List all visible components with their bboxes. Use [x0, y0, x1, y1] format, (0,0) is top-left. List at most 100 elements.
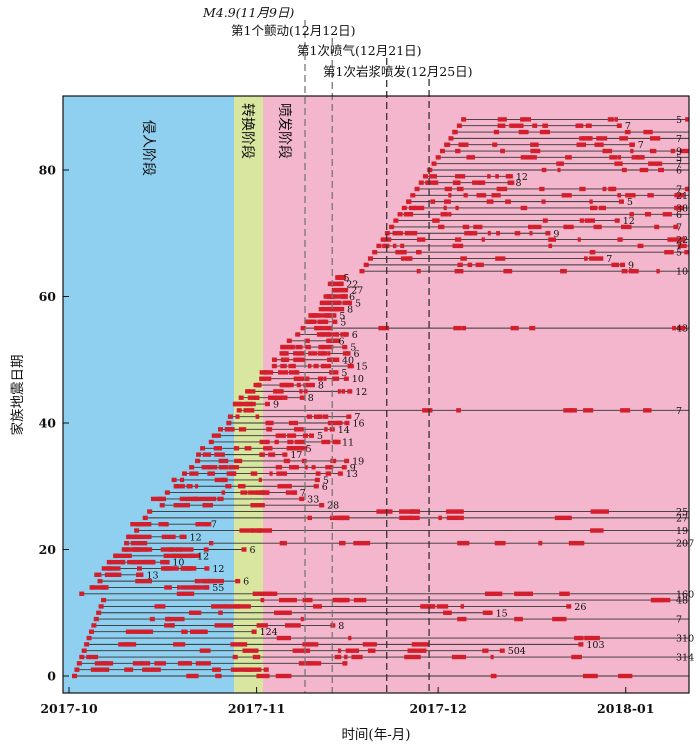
family-count-label: 6	[354, 349, 360, 360]
family-event-block	[182, 471, 188, 476]
family-event-block	[251, 629, 257, 634]
family-event-block	[455, 174, 466, 179]
family-event-block	[331, 313, 337, 318]
family-count-label: 19	[676, 526, 688, 537]
family-count-label: 12	[516, 172, 528, 183]
family-event-block	[621, 167, 627, 173]
family-event-block	[314, 477, 320, 483]
family-event-block	[200, 446, 206, 451]
family-event-block	[649, 148, 657, 154]
family-event-block	[446, 509, 464, 514]
family-event-block	[337, 420, 343, 426]
family-event-block	[679, 148, 689, 154]
family-event-block	[189, 465, 195, 470]
family-count-label: 7	[676, 615, 682, 626]
family-event-block	[560, 269, 567, 274]
family-count-label: 12	[212, 564, 224, 575]
family-event-block	[101, 597, 107, 603]
family-count-label: 7	[300, 488, 306, 499]
family-event-block	[181, 534, 187, 540]
family-event-block	[195, 484, 199, 489]
family-count-label: 15	[356, 362, 368, 373]
family-event-block	[235, 667, 252, 672]
family-event-block	[135, 534, 152, 540]
family-event-block	[94, 661, 109, 666]
family-event-block	[482, 610, 490, 615]
family-event-block	[311, 313, 317, 318]
family-event-block	[617, 237, 623, 242]
family-event-block	[215, 433, 221, 438]
family-event-block	[108, 559, 126, 565]
family-event-block	[647, 193, 654, 198]
family-event-block	[457, 616, 467, 622]
family-event-block	[416, 250, 422, 255]
family-event-block	[404, 654, 421, 660]
family-event-block	[338, 515, 350, 521]
family-event-block	[464, 231, 471, 236]
family-count-label: 5	[341, 368, 347, 379]
family-event-block	[693, 674, 698, 678]
x-tick-label: 2017-12	[409, 701, 466, 716]
family-event-block	[444, 199, 451, 204]
family-event-block	[127, 534, 138, 540]
family-event-block	[414, 186, 420, 192]
family-event-block	[460, 604, 465, 609]
family-event-block	[589, 205, 594, 211]
family-count-label: 5	[339, 311, 345, 322]
family-event-block	[321, 439, 331, 445]
family-event-block	[287, 439, 294, 445]
family-event-block	[275, 389, 284, 394]
family-event-block	[288, 420, 299, 426]
family-event-block	[266, 427, 273, 432]
family-count-label: 310	[676, 634, 694, 645]
x-tick-label: 2017-11	[228, 701, 285, 716]
family-event-block	[159, 503, 165, 508]
family-event-block	[514, 616, 523, 622]
family-event-block	[274, 439, 279, 445]
family-event-block	[331, 420, 340, 426]
family-event-block	[530, 142, 534, 147]
family-event-block	[656, 269, 660, 274]
family-event-block	[135, 522, 141, 527]
family-event-block	[93, 616, 99, 622]
family-count-label: 8	[318, 381, 324, 392]
family-event-block	[131, 559, 146, 565]
family-event-block	[263, 667, 269, 672]
family-event-block	[267, 420, 274, 426]
family-event-block	[240, 490, 248, 495]
family-event-block	[313, 363, 319, 369]
family-event-block	[314, 414, 323, 419]
family-event-block	[452, 243, 464, 249]
family-event-block	[399, 515, 413, 521]
family-event-block	[602, 186, 607, 192]
family-event-block	[548, 237, 557, 242]
family-event-block	[538, 540, 543, 546]
family-event-block	[446, 515, 464, 521]
y-tick-label: 60	[39, 289, 57, 304]
family-event-block	[693, 149, 698, 153]
family-event-block	[97, 578, 103, 584]
family-event-block	[693, 168, 698, 172]
family-event-block	[123, 547, 129, 552]
family-event-block	[248, 490, 266, 495]
family-event-block	[557, 167, 561, 173]
family-event-block	[233, 446, 240, 451]
family-event-block	[496, 186, 508, 192]
family-event-block	[616, 123, 622, 128]
family-event-block	[614, 218, 620, 223]
family-event-block	[346, 414, 352, 419]
family-event-block	[277, 370, 289, 375]
family-event-block	[188, 610, 202, 615]
family-count-label: 8	[347, 305, 353, 316]
family-event-block	[505, 199, 511, 204]
family-event-block	[218, 458, 223, 464]
family-event-block	[539, 129, 550, 135]
family-count-label: 21	[676, 191, 688, 202]
family-event-block	[484, 591, 503, 596]
family-event-block	[520, 117, 525, 122]
family-event-block	[186, 484, 193, 489]
family-event-block	[101, 585, 108, 590]
family-event-block	[456, 123, 462, 128]
family-event-block	[620, 224, 632, 230]
